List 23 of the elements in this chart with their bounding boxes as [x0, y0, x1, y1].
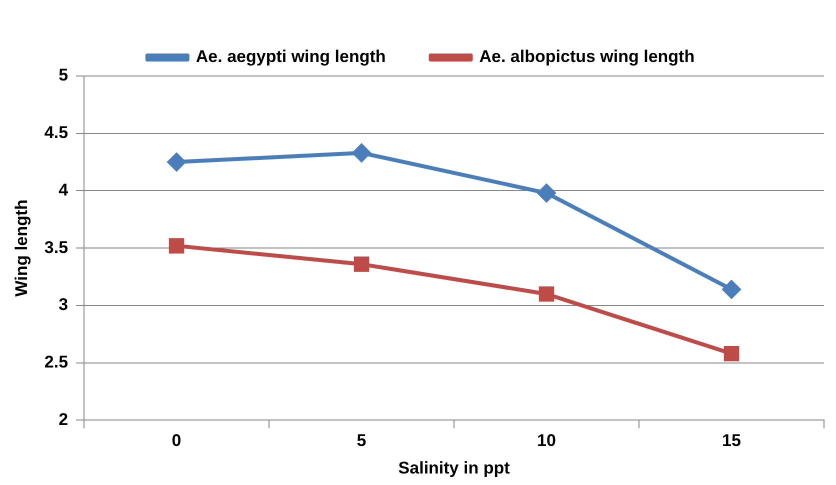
y-tick-label: 4 [58, 180, 69, 200]
x-tick-label: 15 [722, 431, 741, 450]
point [538, 286, 554, 302]
y-tick-label: 3 [58, 295, 68, 314]
y-tick-label: 2.5 [44, 352, 68, 372]
y-tick-label: 2 [58, 410, 68, 429]
y-tick-label: 3.5 [44, 238, 68, 257]
point [724, 346, 740, 362]
point [722, 280, 741, 298]
legend-label: Ae. albopictus wing length [479, 47, 695, 66]
x-axis-title: Salinity in ppt [398, 458, 510, 478]
point [168, 238, 184, 254]
point [354, 256, 370, 272]
x-tick-label: 5 [356, 431, 366, 450]
point [352, 144, 371, 162]
point [168, 153, 186, 172]
x-tick-label: 0 [172, 431, 182, 450]
y-tick-label: 4.5 [44, 123, 68, 142]
legend-label: Ae. aegypti wing length [196, 47, 386, 66]
y-axis-title: Wing length [12, 200, 31, 297]
x-tick-label: 10 [537, 431, 556, 450]
y-tick-label: 5 [58, 66, 68, 85]
point [538, 184, 556, 202]
